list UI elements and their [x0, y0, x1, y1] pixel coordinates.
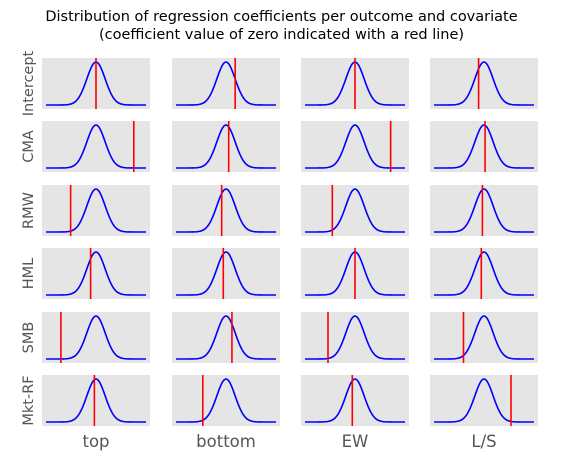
density-curve-mkt-rf-bottom — [176, 378, 276, 423]
density-curve-rmw-l-s — [434, 188, 534, 233]
row-label-smb: SMB — [21, 322, 37, 354]
density-curve-hml-bottom — [176, 251, 276, 296]
chart-title: Distribution of regression coefficients … — [0, 8, 563, 44]
panel-rmw-top — [42, 185, 150, 236]
density-curve-mkt-rf-l-s — [434, 378, 534, 423]
panel-rmw-bottom — [172, 185, 280, 236]
title-line-1: Distribution of regression coefficients … — [45, 9, 518, 25]
density-curve-smb-l-s — [434, 315, 534, 360]
panel-mkt-rf-l-s — [430, 375, 538, 426]
density-curve-smb-top — [46, 315, 146, 360]
panel-intercept-bottom — [172, 58, 280, 109]
panel-smb-l-s — [430, 312, 538, 363]
panel-rmw-ew — [301, 185, 409, 236]
density-curve-rmw-ew — [305, 188, 405, 233]
density-curve-hml-top — [46, 251, 146, 296]
density-curve-intercept-l-s — [434, 61, 534, 106]
panel-hml-top — [42, 248, 150, 299]
col-label-l-s: L/S — [471, 432, 496, 451]
col-label-bottom: bottom — [196, 432, 256, 451]
row-label-hml: HML — [21, 258, 37, 290]
density-curve-cma-ew — [305, 124, 405, 169]
panel-smb-bottom — [172, 312, 280, 363]
panel-cma-l-s — [430, 121, 538, 172]
panel-mkt-rf-top — [42, 375, 150, 426]
panel-mkt-rf-ew — [301, 375, 409, 426]
density-curve-rmw-bottom — [176, 188, 276, 233]
col-label-ew: EW — [342, 432, 369, 451]
panel-hml-bottom — [172, 248, 280, 299]
density-curve-cma-bottom — [176, 124, 276, 169]
row-label-rmw: RMW — [21, 192, 37, 229]
col-label-top: top — [82, 432, 109, 451]
density-curve-hml-l-s — [434, 251, 534, 296]
panel-intercept-l-s — [430, 58, 538, 109]
row-label-mkt-rf: Mkt-RF — [21, 375, 37, 425]
density-curve-mkt-rf-ew — [305, 378, 405, 423]
density-curve-mkt-rf-top — [46, 378, 146, 423]
density-curve-smb-ew — [305, 315, 405, 360]
panel-mkt-rf-bottom — [172, 375, 280, 426]
density-curve-rmw-top — [46, 188, 146, 233]
panel-cma-top — [42, 121, 150, 172]
panel-hml-l-s — [430, 248, 538, 299]
density-curve-smb-bottom — [176, 315, 276, 360]
panel-smb-top — [42, 312, 150, 363]
row-label-intercept: Intercept — [21, 50, 37, 116]
density-curve-cma-l-s — [434, 124, 534, 169]
panel-smb-ew — [301, 312, 409, 363]
panel-cma-bottom — [172, 121, 280, 172]
panel-cma-ew — [301, 121, 409, 172]
panel-rmw-l-s — [430, 185, 538, 236]
density-curve-cma-top — [46, 124, 146, 169]
density-curve-intercept-bottom — [176, 61, 276, 106]
row-label-cma: CMA — [21, 130, 37, 163]
title-line-2: (coefficient value of zero indicated wit… — [98, 27, 465, 43]
